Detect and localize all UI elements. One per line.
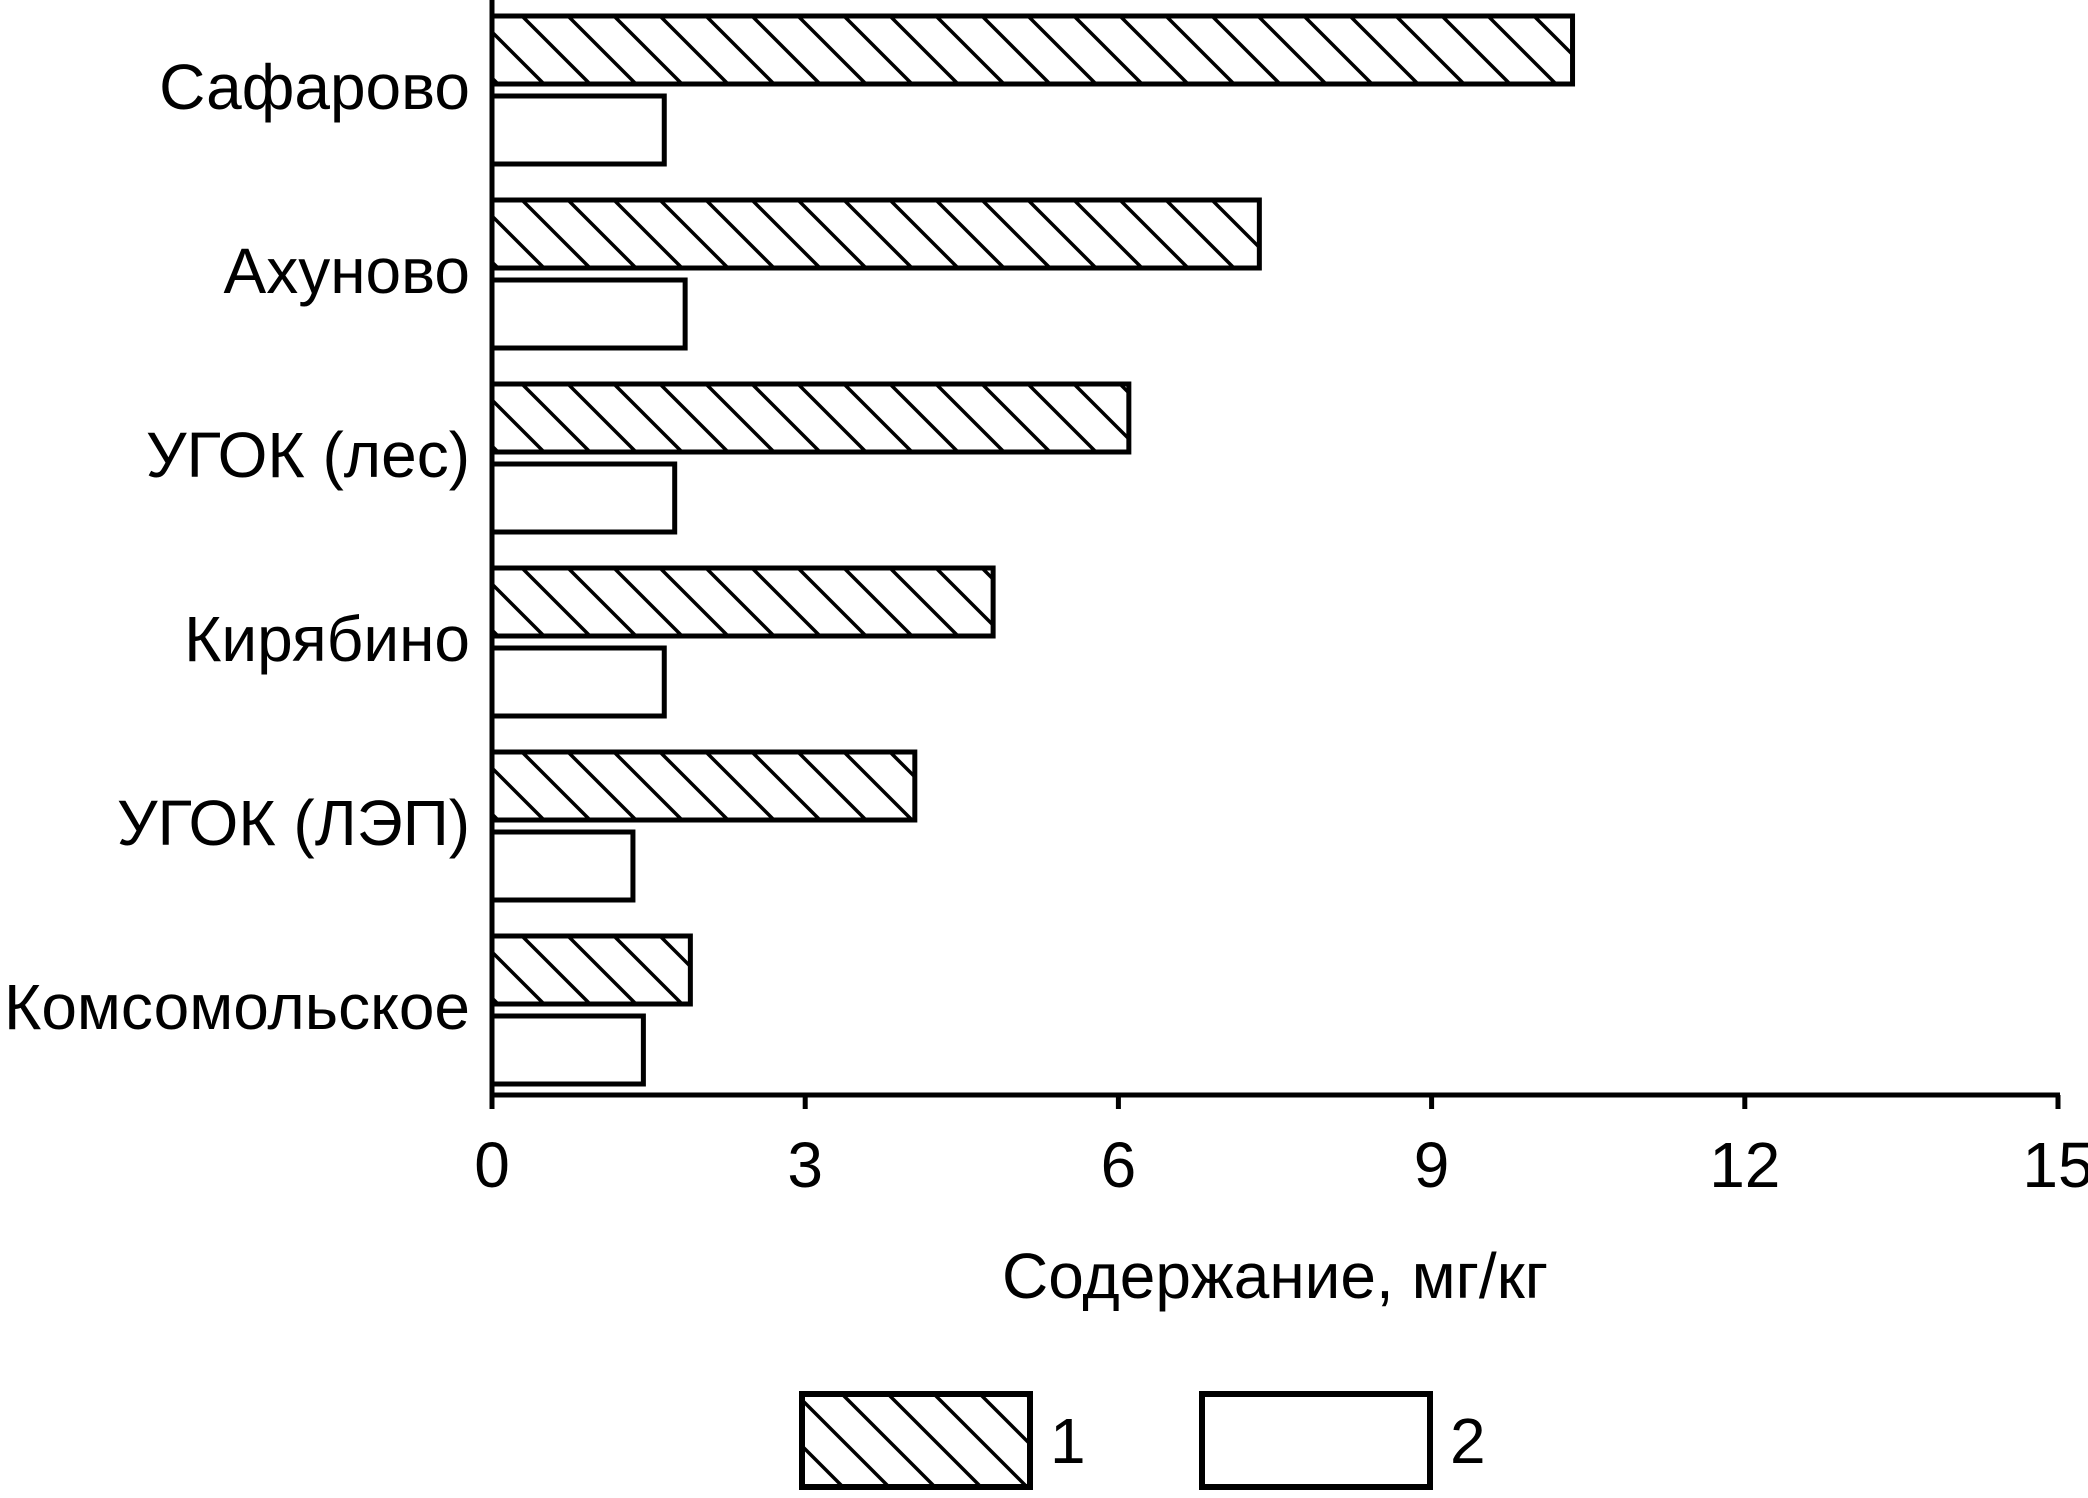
bar-кирябино-series-2 — [489, 645, 667, 719]
x-axis-title: Содержание, мг/кг — [1002, 1240, 1548, 1312]
bar-комсомольское-series-1 — [489, 933, 693, 1007]
x-tick-label: 9 — [1414, 1129, 1450, 1201]
bar-сафарово-series-2 — [489, 93, 667, 167]
category-label: Сафарово — [159, 51, 470, 123]
legend-swatch-series-2 — [1199, 1391, 1433, 1490]
labels-layer: Сафарово Ахуново УГОК (лес) Кирябино УГОК (Л… — [4, 51, 2088, 1312]
bar-кирябино-series-1 — [489, 565, 996, 639]
axes-layer — [489, 0, 2061, 1109]
bar-угок-лэп-series-2 — [489, 829, 636, 903]
x-tick-label: 15 — [2022, 1129, 2088, 1201]
x-tick-label: 12 — [1709, 1129, 1780, 1201]
x-tick-label: 0 — [474, 1129, 510, 1201]
category-label: Кирябино — [184, 603, 470, 675]
legend-swatch-series-1 — [799, 1391, 1033, 1490]
bar-ахуново-series-2 — [489, 277, 688, 351]
bar-угок-лэп-series-1 — [489, 749, 918, 823]
bar-комсомольское-series-2 — [489, 1013, 646, 1087]
bar-угок-лес-series-1 — [489, 381, 1132, 455]
bar-сафарово-series-1 — [489, 13, 1576, 87]
bar-угок-лес-series-2 — [489, 461, 678, 535]
bar-ахуново-series-1 — [489, 197, 1262, 271]
legend-label-series-1: 1 — [1050, 1405, 1086, 1477]
legend-label-series-2: 2 — [1450, 1405, 1486, 1477]
category-label: УГОК (лес) — [146, 419, 470, 491]
bars-layer — [489, 13, 1576, 1087]
category-label: Комсомольское — [4, 971, 470, 1043]
category-label: УГОК (ЛЭП) — [117, 787, 470, 859]
category-label: Ахуново — [224, 235, 471, 307]
x-tick-label: 3 — [787, 1129, 823, 1201]
x-tick-label: 6 — [1101, 1129, 1137, 1201]
